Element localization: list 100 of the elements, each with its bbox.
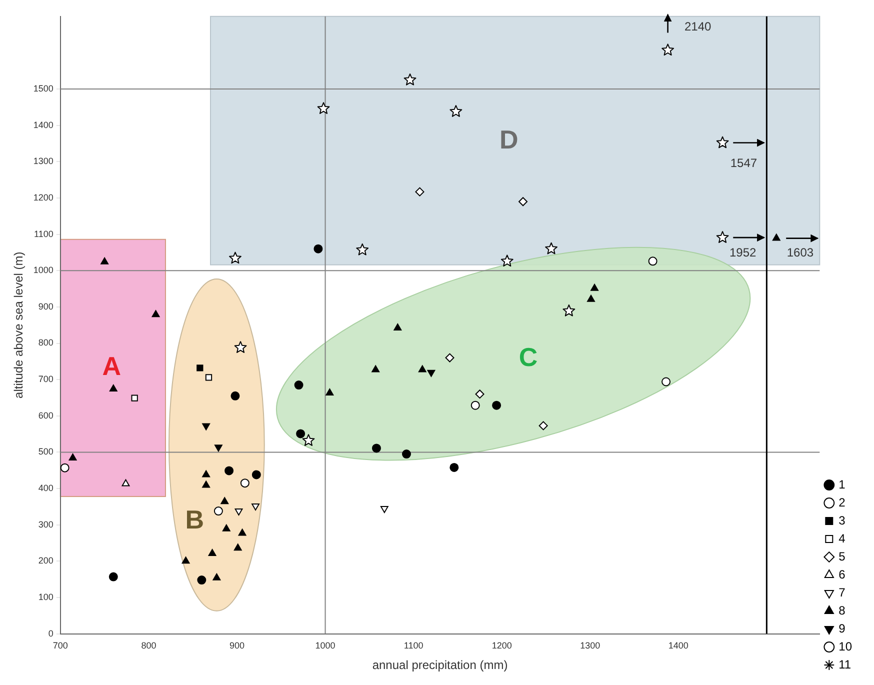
point <box>418 365 426 372</box>
point <box>197 576 206 585</box>
x-tick-label: 1000 <box>315 640 336 651</box>
point <box>372 444 381 453</box>
point <box>202 470 210 478</box>
legend-label: 5 <box>838 549 846 564</box>
y-tick-label: 1500 <box>33 84 54 94</box>
point <box>716 136 729 148</box>
point <box>314 244 323 254</box>
legend-label: 6 <box>838 567 846 582</box>
point <box>356 243 369 256</box>
point <box>229 252 242 264</box>
legend-label: 8 <box>838 603 846 618</box>
point <box>662 44 674 56</box>
point <box>202 480 210 488</box>
x-tick-label: 700 <box>52 640 68 651</box>
point <box>238 528 246 536</box>
point <box>240 478 250 488</box>
point <box>450 105 462 117</box>
point <box>212 573 221 580</box>
point <box>108 572 118 582</box>
point <box>427 370 436 377</box>
point <box>716 231 729 243</box>
point <box>196 364 204 372</box>
point <box>545 242 558 254</box>
point <box>415 187 424 196</box>
point <box>587 294 595 302</box>
annotation: A <box>102 351 122 382</box>
point <box>234 544 242 551</box>
y-tick-label: 700 <box>38 374 54 384</box>
y-tick-label: 1300 <box>33 156 54 166</box>
point <box>394 324 402 331</box>
annotation: 1603 <box>786 246 814 260</box>
y-tick-label: 1400 <box>33 120 54 130</box>
point <box>648 256 658 266</box>
point <box>222 524 230 532</box>
point <box>152 310 160 318</box>
point <box>208 549 216 556</box>
point <box>234 341 247 353</box>
y-tick-label: 1000 <box>33 265 54 276</box>
point <box>60 463 70 472</box>
legend-label: 11 <box>838 657 852 672</box>
x-tick-label: 900 <box>229 640 244 651</box>
legend-label: 1 <box>838 477 846 492</box>
x-tick-label: 1300 <box>580 640 600 651</box>
point <box>402 450 411 459</box>
point <box>772 234 780 241</box>
point <box>214 506 223 516</box>
point <box>252 470 261 480</box>
x-tick-label: 1200 <box>492 640 512 651</box>
y-tick-label: 800 <box>38 338 54 348</box>
point <box>590 284 598 291</box>
point <box>518 197 528 206</box>
point <box>380 506 388 514</box>
y-tick-label: 200 <box>38 556 54 566</box>
point <box>538 421 548 430</box>
point <box>404 73 416 86</box>
y-tick-label: 500 <box>38 446 54 457</box>
point <box>326 388 334 396</box>
y-axis-title: altitude above sea level (m) <box>12 252 26 398</box>
legend-label: 10 <box>838 639 852 654</box>
point <box>230 391 240 400</box>
legend-label: 4 <box>838 531 846 546</box>
annotation: B <box>185 504 204 534</box>
annotation: D <box>500 124 518 155</box>
point <box>224 466 234 476</box>
x-tick-label: 1400 <box>668 640 688 651</box>
point <box>202 423 210 430</box>
y-tick-label: 400 <box>38 483 54 494</box>
annotation: 1952 <box>729 246 757 260</box>
point <box>252 503 260 510</box>
point <box>234 508 243 516</box>
y-tick-label: 300 <box>38 519 54 530</box>
point <box>475 390 484 399</box>
annotation: C <box>518 342 538 372</box>
legend-label: 2 <box>838 495 846 510</box>
y-tick-label: 100 <box>38 592 54 602</box>
point <box>131 394 138 402</box>
y-tick-label: 1100 <box>34 228 54 239</box>
point <box>294 380 304 390</box>
y-tick-label: 600 <box>38 410 54 420</box>
point <box>450 462 459 472</box>
x-tick-label: 800 <box>141 640 156 651</box>
point <box>500 254 514 267</box>
point <box>205 374 212 381</box>
point <box>372 365 380 372</box>
y-tick-label: 1200 <box>33 192 54 202</box>
point <box>662 377 671 386</box>
point <box>220 497 229 504</box>
annotation: 1547 <box>730 156 758 170</box>
point <box>302 434 315 446</box>
point <box>109 384 118 392</box>
point <box>562 304 576 316</box>
point <box>470 400 480 410</box>
annotation: 2140 <box>684 20 712 34</box>
legend-label: 9 <box>838 621 846 636</box>
x-axis-title: annual precipitation (mm) <box>372 658 508 672</box>
point <box>68 454 77 461</box>
point <box>214 444 222 452</box>
legend-label: 3 <box>838 513 846 528</box>
